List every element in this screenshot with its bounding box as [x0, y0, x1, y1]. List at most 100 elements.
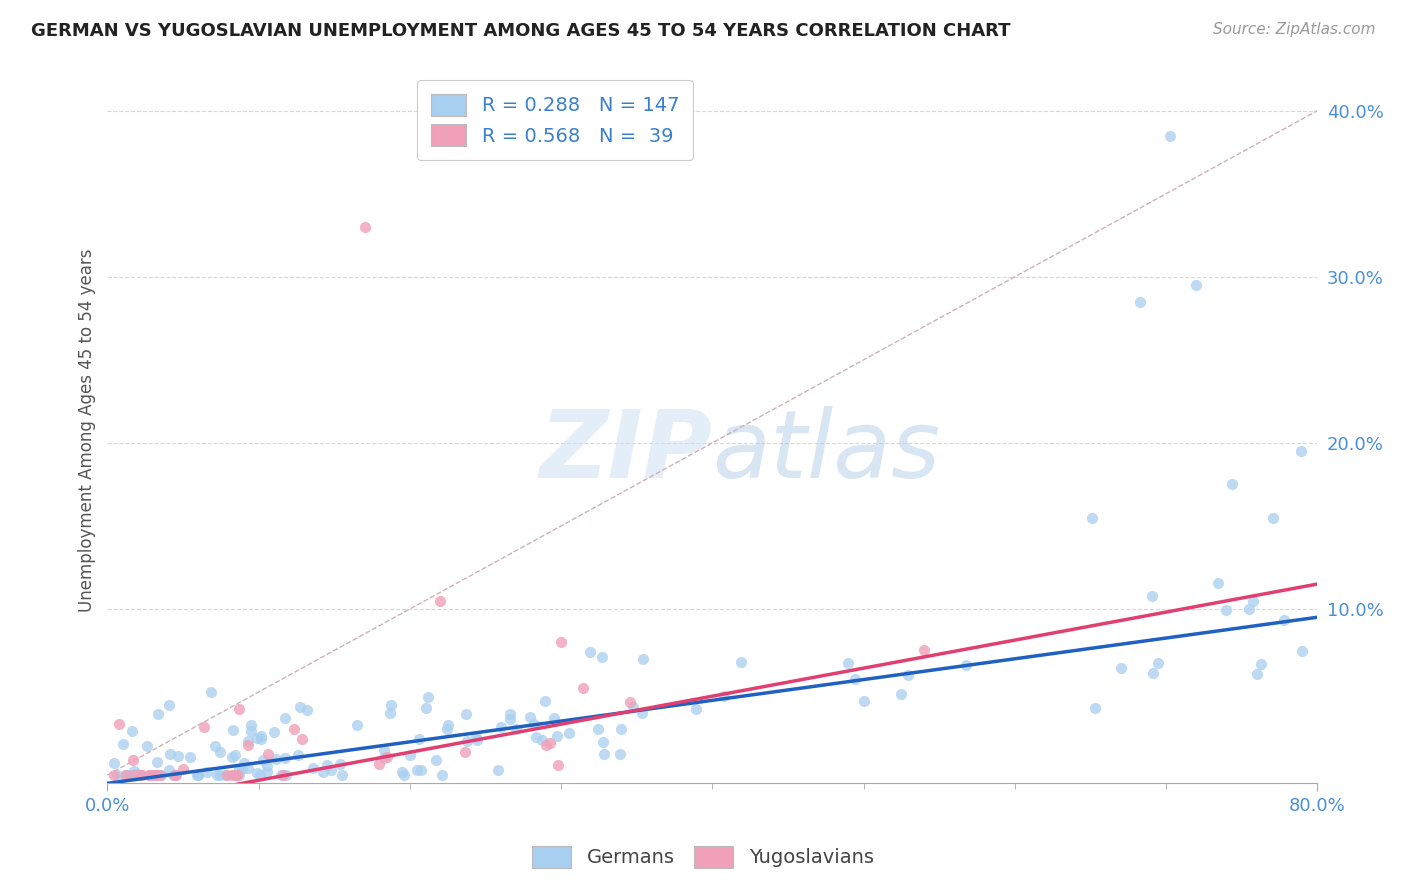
- Point: [1140, 590, 1163, 604]
- Point: [224, 748, 246, 763]
- Point: [143, 768, 166, 782]
- Point: [204, 739, 226, 754]
- Point: [1289, 444, 1312, 458]
- Point: [1142, 666, 1164, 681]
- Point: [316, 758, 339, 772]
- Point: [619, 696, 641, 710]
- Point: [486, 763, 509, 777]
- Legend: Germans, Yugoslavians: Germans, Yugoslavians: [523, 836, 883, 878]
- Point: [1084, 700, 1107, 714]
- Point: [127, 767, 149, 781]
- Point: [368, 757, 391, 772]
- Point: [353, 219, 375, 234]
- Point: [236, 733, 259, 747]
- Point: [1109, 661, 1132, 675]
- Point: [128, 768, 150, 782]
- Point: [146, 768, 169, 782]
- Point: [592, 735, 614, 749]
- Point: [256, 765, 278, 780]
- Y-axis label: Unemployment Among Ages 45 to 54 years: Unemployment Among Ages 45 to 54 years: [79, 249, 96, 612]
- Point: [238, 761, 260, 775]
- Point: [146, 707, 169, 722]
- Point: [215, 768, 238, 782]
- Point: [187, 768, 209, 782]
- Point: [295, 703, 318, 717]
- Point: [226, 768, 249, 782]
- Point: [329, 757, 352, 772]
- Point: [246, 731, 269, 745]
- Point: [591, 649, 613, 664]
- Point: [1241, 594, 1264, 608]
- Point: [149, 768, 172, 782]
- Point: [209, 768, 232, 782]
- Point: [121, 768, 143, 782]
- Point: [538, 736, 561, 750]
- Point: [115, 768, 138, 782]
- Point: [273, 711, 295, 725]
- Point: [534, 694, 557, 708]
- Point: [436, 717, 458, 731]
- Point: [108, 716, 131, 731]
- Point: [346, 717, 368, 731]
- Point: [186, 768, 208, 782]
- Point: [145, 768, 167, 782]
- Point: [380, 698, 402, 712]
- Point: [454, 745, 477, 759]
- Point: [193, 720, 215, 734]
- Point: [142, 768, 165, 782]
- Point: [852, 694, 875, 708]
- Point: [249, 768, 271, 782]
- Point: [138, 768, 160, 782]
- Point: [150, 768, 173, 782]
- Point: [252, 753, 274, 767]
- Point: [122, 768, 145, 782]
- Point: [240, 717, 263, 731]
- Point: [467, 732, 489, 747]
- Point: [416, 690, 439, 705]
- Point: [373, 751, 395, 765]
- Point: [392, 768, 415, 782]
- Point: [263, 725, 285, 739]
- Point: [375, 750, 398, 764]
- Point: [1291, 644, 1313, 658]
- Point: [609, 722, 631, 736]
- Point: [456, 706, 478, 721]
- Point: [519, 710, 541, 724]
- Point: [232, 756, 254, 771]
- Point: [1206, 575, 1229, 590]
- Point: [1246, 666, 1268, 681]
- Point: [547, 758, 569, 772]
- Point: [103, 756, 125, 770]
- Point: [236, 739, 259, 753]
- Point: [837, 656, 859, 670]
- Point: [311, 764, 333, 779]
- Point: [122, 764, 145, 778]
- Point: [287, 747, 309, 762]
- Point: [124, 768, 146, 782]
- Point: [1184, 278, 1206, 293]
- Point: [139, 768, 162, 782]
- Point: [103, 768, 125, 782]
- Point: [162, 768, 184, 782]
- Point: [713, 690, 735, 704]
- Point: [222, 723, 245, 737]
- Point: [685, 702, 707, 716]
- Point: [1159, 128, 1181, 143]
- Point: [226, 768, 249, 782]
- Point: [844, 672, 866, 686]
- Point: [498, 707, 520, 722]
- Point: [270, 768, 292, 782]
- Point: [415, 701, 437, 715]
- Point: [162, 768, 184, 782]
- Point: [1261, 510, 1284, 524]
- Text: ZIP: ZIP: [540, 406, 713, 498]
- Point: [456, 733, 478, 747]
- Text: GERMAN VS YUGOSLAVIAN UNEMPLOYMENT AMONG AGES 45 TO 54 YEARS CORRELATION CHART: GERMAN VS YUGOSLAVIAN UNEMPLOYMENT AMONG…: [31, 22, 1011, 40]
- Point: [209, 745, 232, 759]
- Point: [159, 747, 181, 762]
- Point: [425, 753, 447, 767]
- Point: [224, 768, 246, 782]
- Point: [406, 763, 429, 777]
- Point: [408, 732, 430, 747]
- Point: [319, 763, 342, 777]
